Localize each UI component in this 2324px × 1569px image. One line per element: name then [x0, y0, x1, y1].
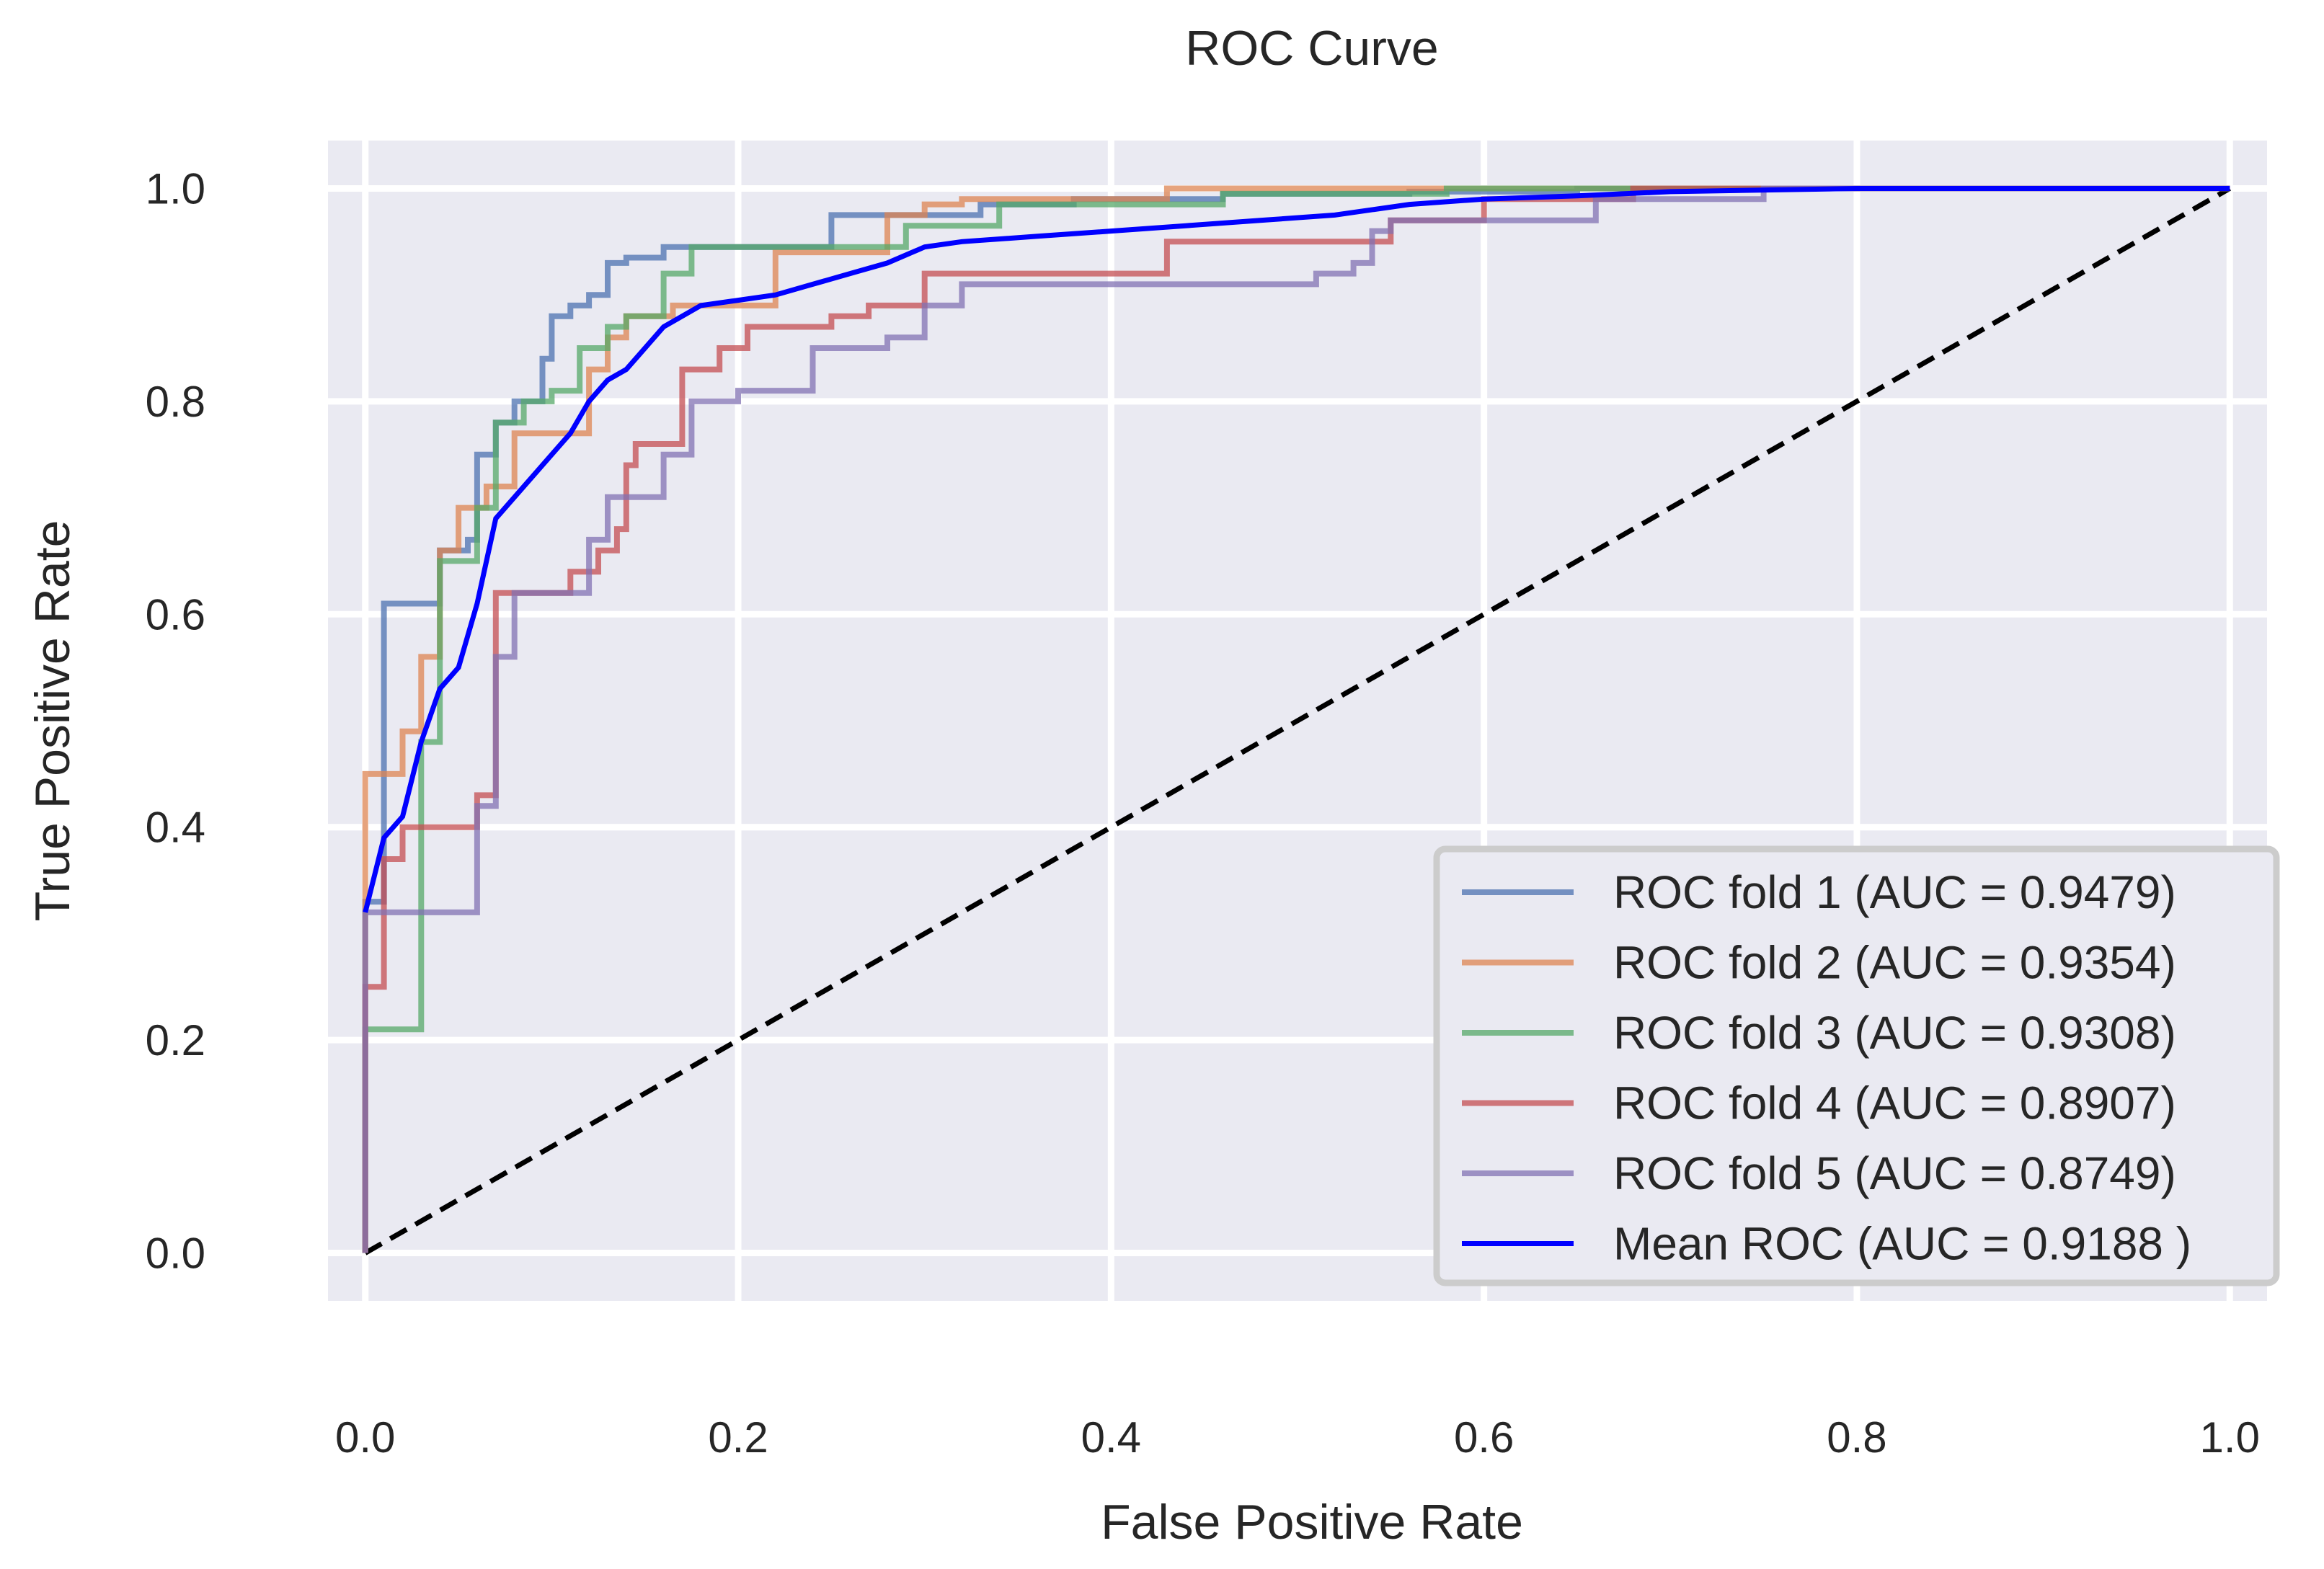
- y-tick-label: 0.4: [146, 804, 205, 852]
- legend-label: ROC fold 3 (AUC = 0.9308): [1613, 1007, 2176, 1059]
- y-tick-label: 0.8: [146, 378, 205, 426]
- mean-roc-line: [363, 186, 2230, 913]
- y-tick-label: 0.0: [146, 1230, 205, 1278]
- legend: ROC fold 1 (AUC = 0.9479) ROC fold 2 (AUC…: [1433, 845, 2280, 1286]
- legend-label: ROC fold 5 (AUC = 0.8749): [1613, 1147, 2176, 1199]
- series-lines: [362, 185, 2232, 1255]
- x-tick-label: 0.6: [1454, 1413, 1514, 1462]
- x-tick-label: 1.0: [2200, 1413, 2260, 1462]
- chance-diagonal-line: [363, 186, 2232, 1255]
- roc-fold-2-line: [362, 185, 2230, 1253]
- tick-labels: 0.0 0.2 0.4 0.6 0.8 1.0 0.0 0.2 0.4 0.6 0.8 1.0: [146, 164, 2260, 1462]
- legend-label: ROC fold 1 (AUC = 0.9479): [1613, 866, 2176, 918]
- roc-fold-3-line: [362, 185, 2230, 1253]
- chart-title: ROC Curve: [1185, 21, 1438, 76]
- x-axis-label: False Positive Rate: [1101, 1495, 1523, 1550]
- legend-label: Mean ROC (AUC = 0.9188 ): [1613, 1218, 2191, 1270]
- y-tick-label: 0.2: [146, 1016, 205, 1064]
- roc-fold-5-line: [362, 185, 2230, 1253]
- y-axis-label: True Positive Rate: [25, 520, 80, 922]
- x-tick-label: 0.0: [335, 1413, 395, 1462]
- legend-label: ROC fold 2 (AUC = 0.9354): [1613, 937, 2176, 989]
- y-tick-label: 1.0: [146, 164, 205, 213]
- y-tick-label: 0.6: [146, 590, 205, 639]
- legend-box: [1433, 845, 2280, 1286]
- legend-label: ROC fold 4 (AUC = 0.8907): [1613, 1077, 2176, 1129]
- x-tick-label: 0.4: [1081, 1413, 1141, 1462]
- x-tick-label: 0.8: [1827, 1413, 1886, 1462]
- x-tick-label: 0.2: [708, 1413, 768, 1462]
